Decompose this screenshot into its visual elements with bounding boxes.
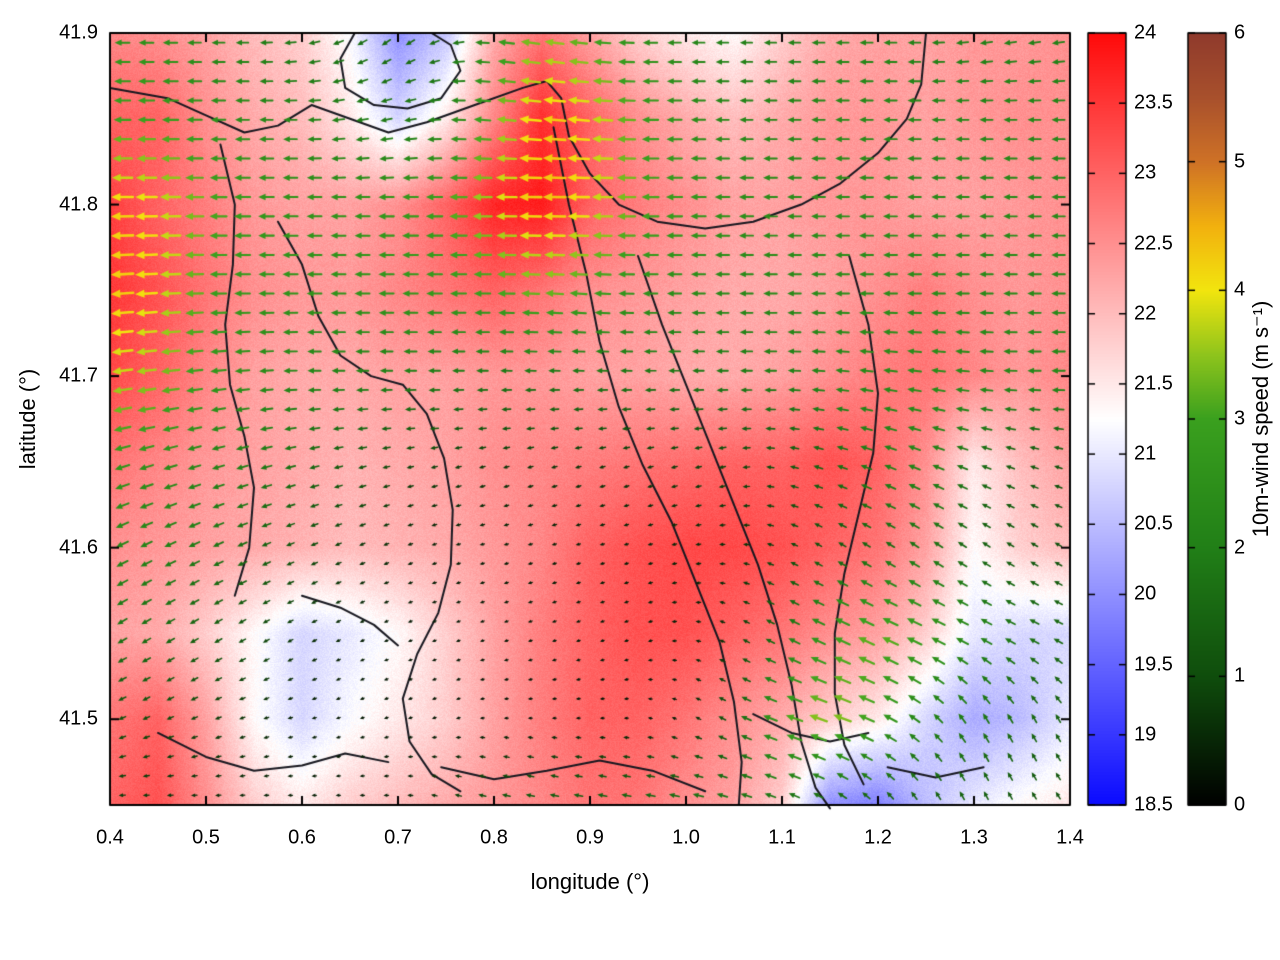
y-tick-label: 41.8 xyxy=(59,193,98,216)
x-tick-label: 1.0 xyxy=(672,826,700,849)
x-tick-label: 1.3 xyxy=(960,826,988,849)
x-tick-label: 0.8 xyxy=(480,826,508,849)
wind-colorbar-label: 10m-wind speed (m s⁻¹) xyxy=(1248,300,1273,538)
temperature-colorbar-tick-label: 18.5 xyxy=(1134,793,1173,816)
wind-colorbar-tick-label: 0 xyxy=(1234,793,1246,816)
x-tick-label: 0.7 xyxy=(384,826,412,849)
y-tick-label: 41.5 xyxy=(59,707,98,730)
temperature-colorbar-tick-label: 22 xyxy=(1134,302,1157,325)
x-tick-label: 1.2 xyxy=(864,826,892,849)
x-tick-label: 1.1 xyxy=(768,826,796,849)
y-tick-label: 41.9 xyxy=(59,21,98,44)
x-tick-label: 0.9 xyxy=(576,826,604,849)
x-tick-label: 0.5 xyxy=(192,826,220,849)
x-tick-label: 0.6 xyxy=(288,826,316,849)
x-tick-label: 0.4 xyxy=(96,826,124,849)
wind-colorbar-tick-label: 6 xyxy=(1234,21,1246,44)
y-tick-label: 41.6 xyxy=(59,536,98,559)
temperature-colorbar-tick-label: 24 xyxy=(1134,21,1157,44)
temperature-colorbar-tick-label: 22.5 xyxy=(1134,232,1173,255)
temperature-colorbar-tick-label: 23.5 xyxy=(1134,91,1173,114)
wind-colorbar-tick-label: 4 xyxy=(1234,278,1246,301)
temperature-colorbar-tick-label: 23 xyxy=(1134,161,1157,184)
wind-colorbar-tick-label: 3 xyxy=(1234,407,1246,430)
wind-colorbar-tick-label: 1 xyxy=(1234,664,1246,687)
wind-colorbar-tick-label: 5 xyxy=(1234,150,1246,173)
temperature-colorbar-tick-label: 20 xyxy=(1134,582,1157,605)
temperature-colorbar-tick-label: 20.5 xyxy=(1134,512,1173,535)
x-tick-label: 1.4 xyxy=(1056,826,1084,849)
temperature-colorbar-tick-label: 21 xyxy=(1134,442,1157,465)
x-axis-label: longitude (°) xyxy=(530,869,650,894)
y-axis-label: latitude (°) xyxy=(15,368,40,470)
wind-colorbar-tick-label: 2 xyxy=(1234,536,1246,559)
temperature-colorbar-tick-label: 19.5 xyxy=(1134,653,1173,676)
temperature-colorbar-tick-label: 21.5 xyxy=(1134,372,1173,395)
y-tick-label: 41.7 xyxy=(59,364,98,387)
temperature-colorbar-tick-label: 19 xyxy=(1134,723,1157,746)
